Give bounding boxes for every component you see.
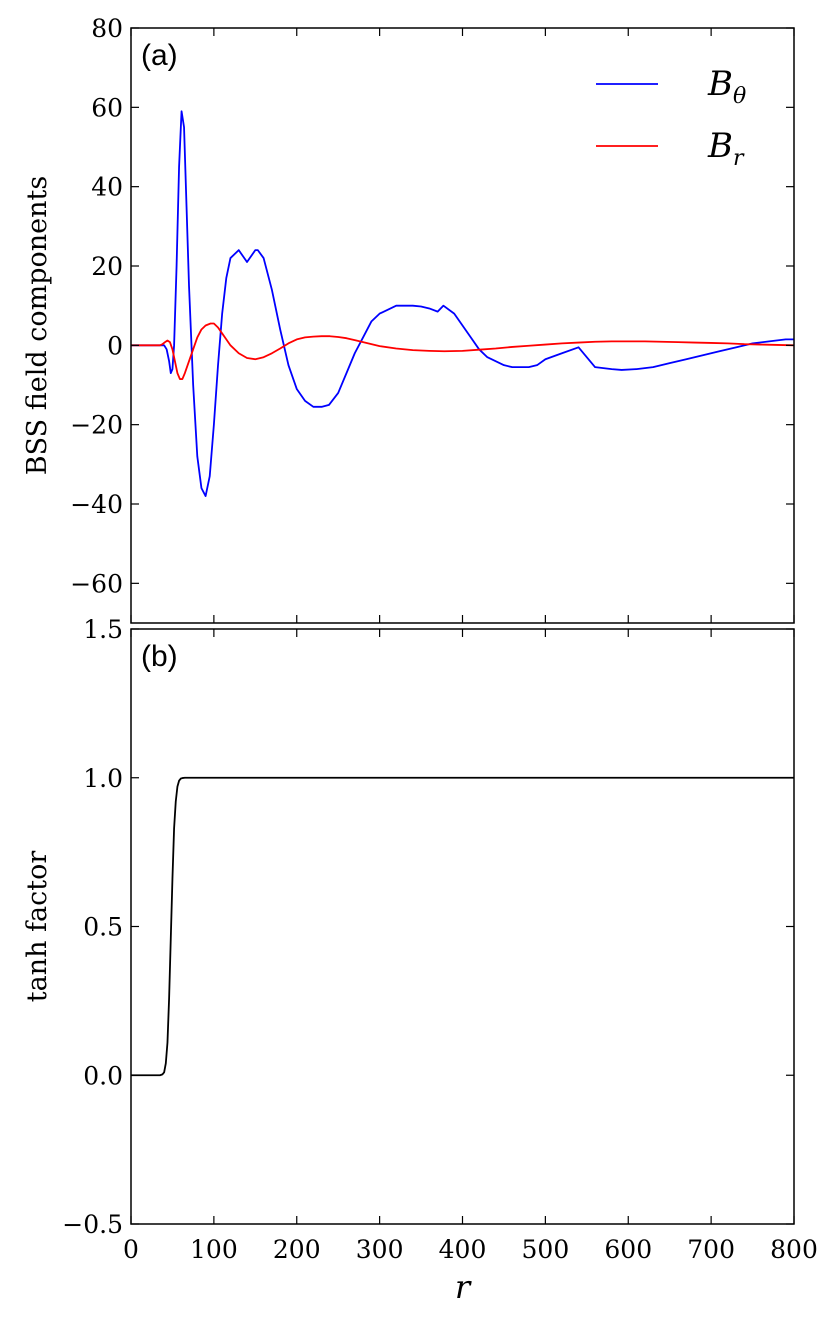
y-tick-label: −60 bbox=[70, 569, 123, 598]
y-axis-title: BSS field components bbox=[22, 176, 53, 475]
y-tick-label: 80 bbox=[91, 14, 123, 43]
series-line-B-theta bbox=[131, 110, 794, 497]
y-tick-label: −40 bbox=[70, 490, 123, 519]
legend: Bθ Br bbox=[596, 64, 746, 171]
panel-label: (b) bbox=[141, 640, 178, 673]
legend-label: Bθ bbox=[707, 64, 746, 109]
x-tick-label: 0 bbox=[123, 1235, 139, 1264]
y-tick-label: 0 bbox=[107, 331, 123, 360]
y-tick-label: −0.5 bbox=[62, 1210, 123, 1239]
x-tick-label: 500 bbox=[522, 1235, 570, 1264]
panel-label: (a) bbox=[141, 39, 178, 72]
series-line-tanh bbox=[131, 776, 794, 1077]
x-axis-title: r bbox=[455, 1268, 472, 1306]
y-tick-label: 40 bbox=[91, 173, 123, 202]
y-tick-label: 1.5 bbox=[83, 615, 123, 644]
y-tick-label: 60 bbox=[91, 93, 123, 122]
panel-a: −60 −40 −20 0 20 40 60 80 BSS field components (a… bbox=[22, 14, 795, 624]
panel-b: 0 100 200 300 400 500 600 700 800 −0.5 0.0 0.5 1.0 1.… bbox=[22, 615, 818, 1306]
y-tick-label: 1.0 bbox=[83, 764, 123, 793]
x-tick-label: 400 bbox=[439, 1235, 487, 1264]
x-tick-label: 600 bbox=[604, 1235, 652, 1264]
y-tick-label: 20 bbox=[91, 252, 123, 281]
legend-label: Br bbox=[707, 126, 745, 171]
y-axis-title: tanh factor bbox=[22, 851, 53, 1003]
series-line-B-r bbox=[131, 322, 794, 380]
y-tick-label: 0.5 bbox=[83, 913, 123, 942]
x-tick-label: 700 bbox=[687, 1235, 735, 1264]
y-tick-label: −20 bbox=[70, 411, 123, 440]
y-tick-label: 0.0 bbox=[83, 1061, 123, 1090]
x-tick-label: 800 bbox=[770, 1235, 818, 1264]
plot-frame bbox=[130, 628, 795, 1225]
x-tick-label: 300 bbox=[356, 1235, 404, 1264]
x-tick-label: 100 bbox=[190, 1235, 238, 1264]
x-tick-label: 200 bbox=[273, 1235, 321, 1264]
